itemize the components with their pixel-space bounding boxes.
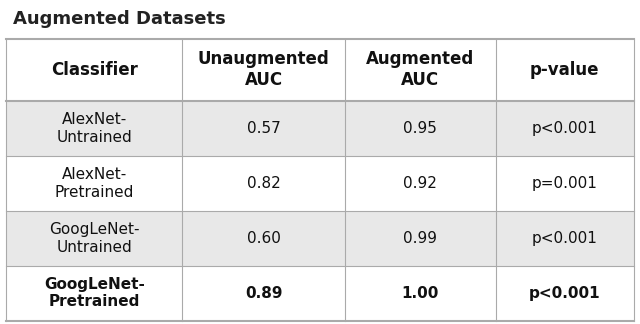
- Text: p-value: p-value: [530, 61, 599, 79]
- Text: 0.89: 0.89: [245, 286, 282, 301]
- Text: AlexNet-
Pretrained: AlexNet- Pretrained: [54, 167, 134, 200]
- Text: Classifier: Classifier: [51, 61, 138, 79]
- Bar: [6, 211, 634, 266]
- Text: GoogLeNet-
Untrained: GoogLeNet- Untrained: [49, 222, 140, 255]
- Text: 0.99: 0.99: [403, 231, 437, 246]
- Bar: [6, 39, 634, 101]
- Text: p=0.001: p=0.001: [532, 176, 598, 191]
- Text: p<0.001: p<0.001: [532, 121, 598, 136]
- Text: p<0.001: p<0.001: [532, 231, 598, 246]
- Text: 0.82: 0.82: [246, 176, 280, 191]
- Text: GoogLeNet-
Pretrained: GoogLeNet- Pretrained: [44, 277, 145, 309]
- Bar: [6, 266, 634, 321]
- Text: Unaugmented
AUC: Unaugmented AUC: [198, 51, 330, 89]
- Text: 0.60: 0.60: [246, 231, 280, 246]
- Text: Augmented Datasets: Augmented Datasets: [13, 10, 225, 28]
- Text: AlexNet-
Untrained: AlexNet- Untrained: [56, 112, 132, 145]
- Text: 0.95: 0.95: [403, 121, 437, 136]
- Text: 0.92: 0.92: [403, 176, 437, 191]
- Text: Augmented
AUC: Augmented AUC: [366, 51, 474, 89]
- Text: 1.00: 1.00: [402, 286, 439, 301]
- Bar: [6, 101, 634, 156]
- Text: 0.57: 0.57: [246, 121, 280, 136]
- Bar: [6, 156, 634, 211]
- Text: p<0.001: p<0.001: [529, 286, 600, 301]
